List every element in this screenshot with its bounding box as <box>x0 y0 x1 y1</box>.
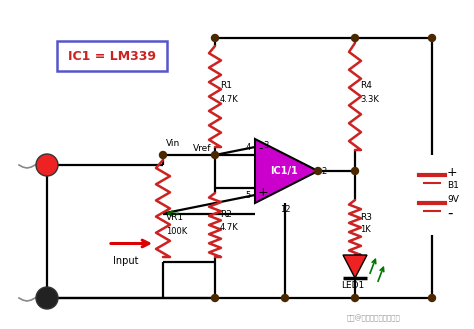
Circle shape <box>315 167 321 174</box>
Text: IC1 = LM339: IC1 = LM339 <box>68 49 156 63</box>
Circle shape <box>352 167 358 174</box>
Circle shape <box>352 294 358 301</box>
Circle shape <box>352 35 358 41</box>
Text: R1: R1 <box>220 82 232 90</box>
Text: 来源@电子里趣耗趣电小七: 来源@电子里趣耗趣电小七 <box>346 315 400 322</box>
Text: Input: Input <box>113 256 138 266</box>
Text: 12: 12 <box>280 205 290 214</box>
Circle shape <box>36 287 58 309</box>
Text: R3: R3 <box>360 213 372 221</box>
Text: 1K: 1K <box>360 225 371 235</box>
Text: IC1/1: IC1/1 <box>271 166 298 176</box>
Text: 5: 5 <box>246 190 251 199</box>
FancyBboxPatch shape <box>57 41 167 71</box>
Text: 4.7K: 4.7K <box>220 223 239 232</box>
Circle shape <box>159 151 166 159</box>
Circle shape <box>428 294 436 301</box>
Polygon shape <box>343 255 367 278</box>
Circle shape <box>36 154 58 176</box>
Text: 4.7K: 4.7K <box>220 94 239 104</box>
Text: Vin: Vin <box>166 139 180 148</box>
Text: R2: R2 <box>220 210 232 219</box>
Text: Vref: Vref <box>192 144 211 153</box>
Text: B1: B1 <box>447 181 459 190</box>
Text: -: - <box>447 206 453 220</box>
Text: 9V: 9V <box>447 194 459 204</box>
Circle shape <box>211 35 219 41</box>
Text: LED1: LED1 <box>341 281 365 290</box>
Text: 100K: 100K <box>166 226 187 236</box>
Text: R4: R4 <box>360 82 372 90</box>
Text: 3: 3 <box>263 141 268 150</box>
Circle shape <box>211 151 219 159</box>
Text: 2: 2 <box>321 166 326 175</box>
Circle shape <box>211 294 219 301</box>
Text: -: - <box>258 142 263 156</box>
Polygon shape <box>255 139 318 203</box>
Text: +: + <box>258 187 269 199</box>
Circle shape <box>428 35 436 41</box>
Text: VR1: VR1 <box>166 214 184 222</box>
Text: 4: 4 <box>246 142 251 151</box>
Text: +: + <box>447 166 457 180</box>
Circle shape <box>282 294 289 301</box>
Text: 3.3K: 3.3K <box>360 94 379 104</box>
